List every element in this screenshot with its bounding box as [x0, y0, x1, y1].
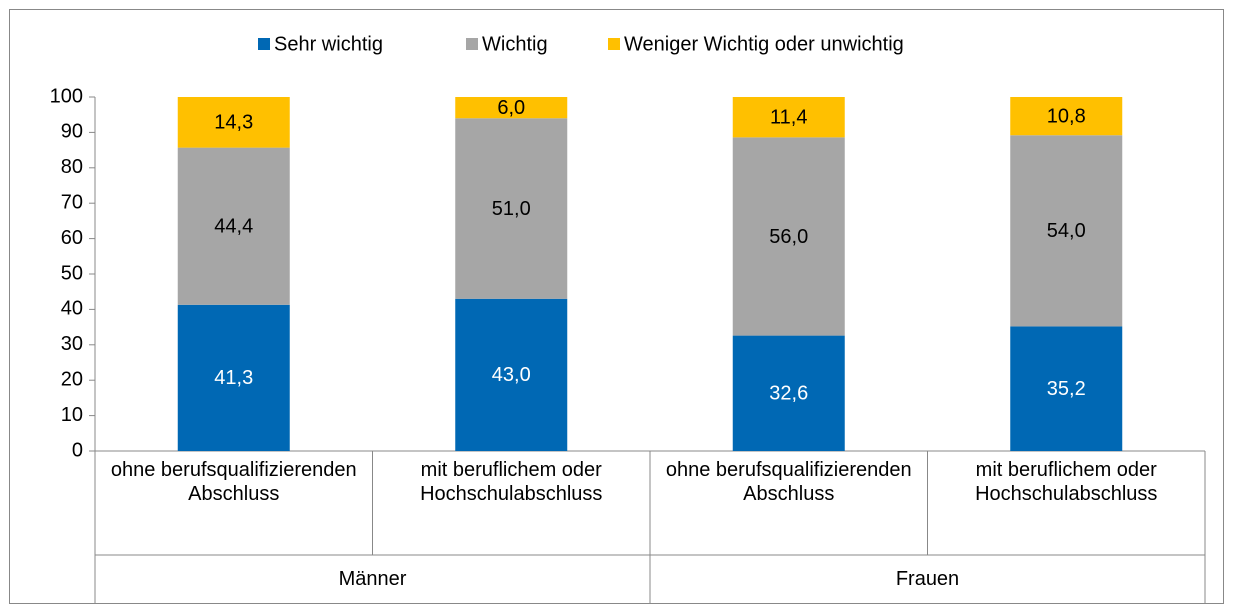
y-tick-label: 70 [61, 191, 83, 213]
legend-swatch [466, 38, 478, 50]
legend-label: Wichtig [482, 33, 548, 55]
y-tick-label: 60 [61, 227, 83, 249]
y-tick-label: 40 [61, 298, 83, 320]
data-label: 35,2 [1047, 378, 1086, 400]
data-label: 54,0 [1047, 220, 1086, 242]
y-tick-label: 90 [61, 121, 83, 143]
data-label: 51,0 [492, 198, 531, 220]
y-tick-label: 10 [61, 404, 83, 426]
data-label: 10,8 [1047, 105, 1086, 127]
data-label: 56,0 [769, 226, 808, 248]
bar-segment [732, 97, 845, 138]
data-label: 41,3 [214, 367, 253, 389]
data-label: 44,4 [214, 215, 253, 237]
data-label: 11,4 [770, 106, 807, 128]
bar-segment [732, 335, 845, 451]
data-label: 32,6 [769, 383, 808, 405]
legend-label: Sehr wichtig [274, 33, 383, 55]
bar-segment [455, 298, 568, 451]
y-tick-label: 0 [72, 439, 83, 461]
bar-segment [177, 304, 290, 451]
data-label: 14,3 [214, 112, 253, 134]
y-tick-label: 30 [61, 333, 83, 355]
bar-segment [1010, 135, 1123, 327]
chart-border [9, 9, 1224, 604]
y-tick-label: 20 [61, 368, 83, 390]
group-label: Männer [338, 568, 407, 590]
bar-segment [1010, 326, 1123, 451]
legend-label: Weniger Wichtig oder unwichtig [624, 33, 904, 55]
x-tick-label: mit beruflichem oder Hochschulabschluss [420, 459, 603, 505]
legend-swatch [258, 38, 270, 50]
bar-segment [1010, 97, 1123, 136]
x-tick-label: ohne berufsqualifizierenden Abschluss [110, 459, 357, 505]
bar-segment [455, 97, 568, 119]
group-label: Frauen [895, 568, 960, 590]
x-tick-label: ohne berufsqualifizierenden Abschluss [665, 459, 912, 505]
x-tick-label: mit beruflichem oder Hochschulabschluss [975, 459, 1158, 505]
bar-segment [732, 137, 845, 336]
data-label: 6,0 [497, 97, 525, 119]
bar-segment [177, 97, 290, 148]
bar-segment [177, 147, 290, 305]
y-tick-label: 100 [50, 85, 83, 107]
y-tick-label: 80 [61, 156, 83, 178]
y-tick-label: 50 [61, 262, 83, 284]
legend-swatch [608, 38, 620, 50]
bar-segment [455, 118, 568, 299]
data-label: 43,0 [492, 364, 531, 386]
